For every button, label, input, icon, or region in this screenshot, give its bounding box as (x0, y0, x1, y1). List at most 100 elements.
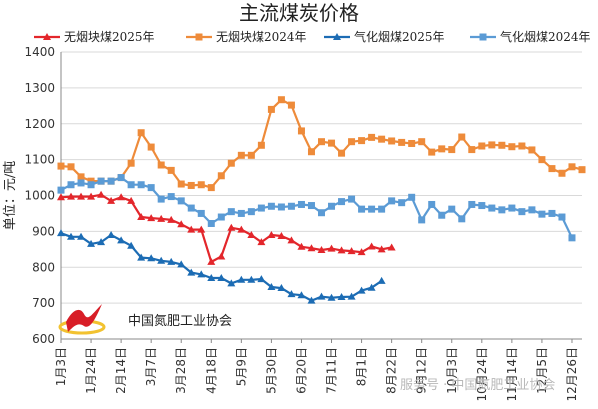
data-point (508, 204, 516, 212)
x-tick-label: 7月11日 (325, 347, 339, 394)
data-point (267, 105, 275, 113)
data-point (333, 33, 341, 40)
data-point (237, 225, 246, 233)
data-point (367, 242, 376, 250)
x-tick-label: 5月30日 (264, 347, 278, 394)
data-point (227, 208, 235, 216)
data-point (195, 33, 203, 41)
y-tick-label: 800 (32, 260, 55, 274)
data-point (468, 200, 476, 208)
data-point (147, 143, 155, 151)
data-point (468, 146, 476, 154)
data-point (127, 181, 135, 189)
data-point (448, 146, 456, 154)
data-point (357, 248, 366, 256)
x-tick-label: 12月5日 (535, 347, 549, 394)
legend-item: 无烟块煤2025年 (34, 30, 155, 44)
data-point (217, 213, 225, 221)
data-point (378, 135, 386, 143)
data-point (247, 275, 256, 283)
data-point (528, 206, 536, 214)
data-point (127, 241, 136, 249)
data-point (387, 243, 396, 251)
data-point (127, 159, 135, 167)
data-point (67, 232, 76, 240)
data-point (77, 179, 85, 187)
data-point (357, 286, 366, 294)
data-point (137, 181, 145, 189)
data-point (548, 165, 556, 173)
data-point (67, 192, 76, 200)
y-tick-label: 1300 (24, 81, 55, 95)
data-point (348, 138, 356, 146)
data-point (157, 256, 166, 264)
data-point (327, 244, 336, 252)
data-point (227, 159, 235, 167)
legend-label: 无烟块煤2025年 (64, 30, 155, 44)
data-point (167, 193, 175, 201)
data-point (187, 181, 195, 189)
data-point (287, 236, 296, 244)
data-point (207, 219, 215, 227)
data-point (318, 209, 325, 217)
data-point (87, 192, 96, 200)
series-2 (57, 96, 586, 192)
data-point (398, 199, 406, 207)
data-point (137, 213, 146, 221)
data-point (197, 270, 206, 278)
data-point (177, 180, 185, 188)
legend: 无烟块煤2025年 无烟块煤2024年 气化烟煤2025年 气化烟煤2024年 (34, 29, 591, 44)
legend-label: 气化烟煤2025年 (354, 29, 445, 44)
data-point (217, 252, 226, 260)
data-point (528, 146, 536, 154)
data-point (408, 139, 416, 147)
data-point (267, 282, 276, 290)
data-point (197, 209, 205, 217)
data-point (548, 209, 556, 217)
data-point (518, 142, 526, 150)
data-point (338, 149, 346, 157)
data-point (157, 214, 166, 222)
data-point (117, 193, 126, 201)
x-tick-label: 5月9日 (234, 347, 248, 386)
data-point (207, 184, 215, 192)
data-point (297, 127, 305, 135)
data-point (317, 292, 326, 300)
data-point (267, 230, 276, 238)
y-axis-label: 单位：元/吨 (3, 161, 18, 230)
data-point (458, 133, 466, 141)
data-point (578, 166, 586, 174)
data-point (117, 236, 126, 244)
data-point (77, 173, 85, 181)
data-point (177, 260, 186, 268)
data-point (227, 279, 236, 287)
data-point (257, 204, 265, 212)
data-point (277, 284, 286, 292)
data-point (358, 205, 366, 213)
data-point (277, 203, 285, 211)
data-point (257, 238, 266, 246)
data-point (428, 200, 436, 208)
legend-item: 无烟块煤2024年 (186, 30, 307, 44)
data-point (297, 242, 306, 250)
data-point (297, 200, 305, 208)
data-point (207, 274, 216, 282)
data-point (368, 133, 376, 141)
data-point (518, 208, 526, 216)
data-point (147, 254, 156, 262)
data-point (538, 156, 546, 164)
data-point (438, 211, 446, 219)
data-point (287, 290, 296, 298)
data-point (217, 274, 226, 282)
x-tick-label: 11月14日 (505, 347, 519, 402)
series-4 (57, 174, 576, 242)
data-point (267, 202, 275, 210)
data-point (348, 195, 356, 203)
data-point (448, 205, 456, 213)
data-point (157, 161, 165, 169)
data-point (97, 190, 106, 198)
org-name: 中国氮肥工业协会 (128, 314, 232, 329)
data-point (428, 148, 436, 156)
data-point (157, 195, 165, 203)
data-point (137, 129, 145, 137)
